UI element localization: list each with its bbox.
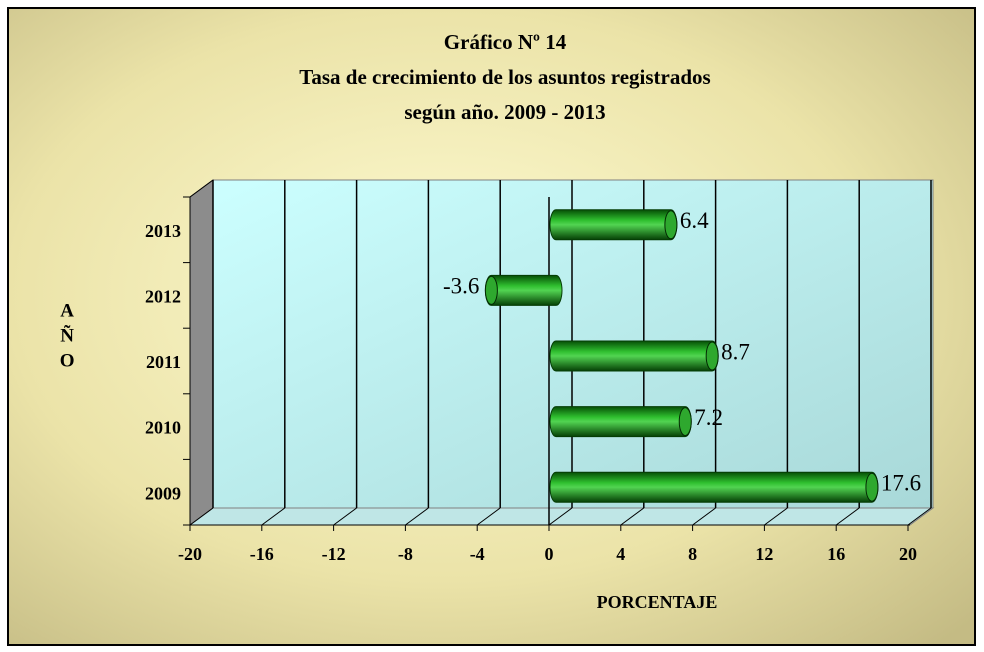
x-tick-label: -4 xyxy=(470,544,485,564)
x-tick-label: 0 xyxy=(545,544,554,564)
bar xyxy=(549,406,692,438)
floor-grid-line xyxy=(907,507,932,526)
bar xyxy=(549,471,879,503)
x-tick-label: 16 xyxy=(827,544,845,564)
floor-grid-line xyxy=(405,507,429,526)
floor-grid-line xyxy=(620,507,645,526)
floor-grid-line xyxy=(835,507,860,526)
bar-cap xyxy=(705,341,719,371)
y-axis-title: AÑO xyxy=(57,301,78,376)
floor-grid-line xyxy=(476,507,501,526)
value-label: 17.6 xyxy=(881,470,921,495)
x-tick-label: -12 xyxy=(322,544,346,564)
bar-cap xyxy=(664,210,678,240)
bar xyxy=(549,340,719,372)
x-tick-label: -20 xyxy=(178,544,202,564)
value-label: -3.6 xyxy=(443,274,479,299)
x-axis-title: PORCENTAJE xyxy=(597,592,718,612)
x-tick-label: -8 xyxy=(398,544,413,564)
chart-title: Tasa de crecimiento de los asuntos regis… xyxy=(299,65,710,89)
bar-cap xyxy=(678,407,692,437)
y-tick-label: 2013 xyxy=(145,221,181,241)
side-wall xyxy=(189,179,214,526)
y-tick-label: 2009 xyxy=(145,483,181,503)
x-tick-label: 12 xyxy=(755,544,773,564)
y-axis-line xyxy=(189,179,214,198)
value-label: 8.7 xyxy=(721,339,750,364)
floor-grid-line xyxy=(261,507,286,526)
value-label: 6.4 xyxy=(680,208,709,233)
x-tick-label: 4 xyxy=(616,544,625,564)
x-tick-label: 8 xyxy=(688,544,697,564)
chart-title: Gráfico Nº 14 xyxy=(444,30,567,54)
bar-cap xyxy=(865,472,879,502)
bar-cap xyxy=(484,275,498,305)
floor xyxy=(188,507,935,526)
value-label: 7.2 xyxy=(694,405,723,430)
y-tick-label: 2012 xyxy=(145,287,181,307)
bar xyxy=(549,209,678,241)
x-tick-label: 20 xyxy=(899,544,917,564)
floor-grid-line xyxy=(764,507,788,526)
x-tick-label: -16 xyxy=(250,544,274,564)
floor-grid-line xyxy=(333,507,357,526)
chart-title: según año. 2009 - 2013 xyxy=(404,100,605,124)
y-tick-label: 2011 xyxy=(146,352,181,372)
y-tick-label: 2010 xyxy=(145,418,181,438)
floor-grid-line xyxy=(548,507,573,526)
floor-grid-line xyxy=(189,507,214,526)
floor-grid-line xyxy=(692,507,716,526)
